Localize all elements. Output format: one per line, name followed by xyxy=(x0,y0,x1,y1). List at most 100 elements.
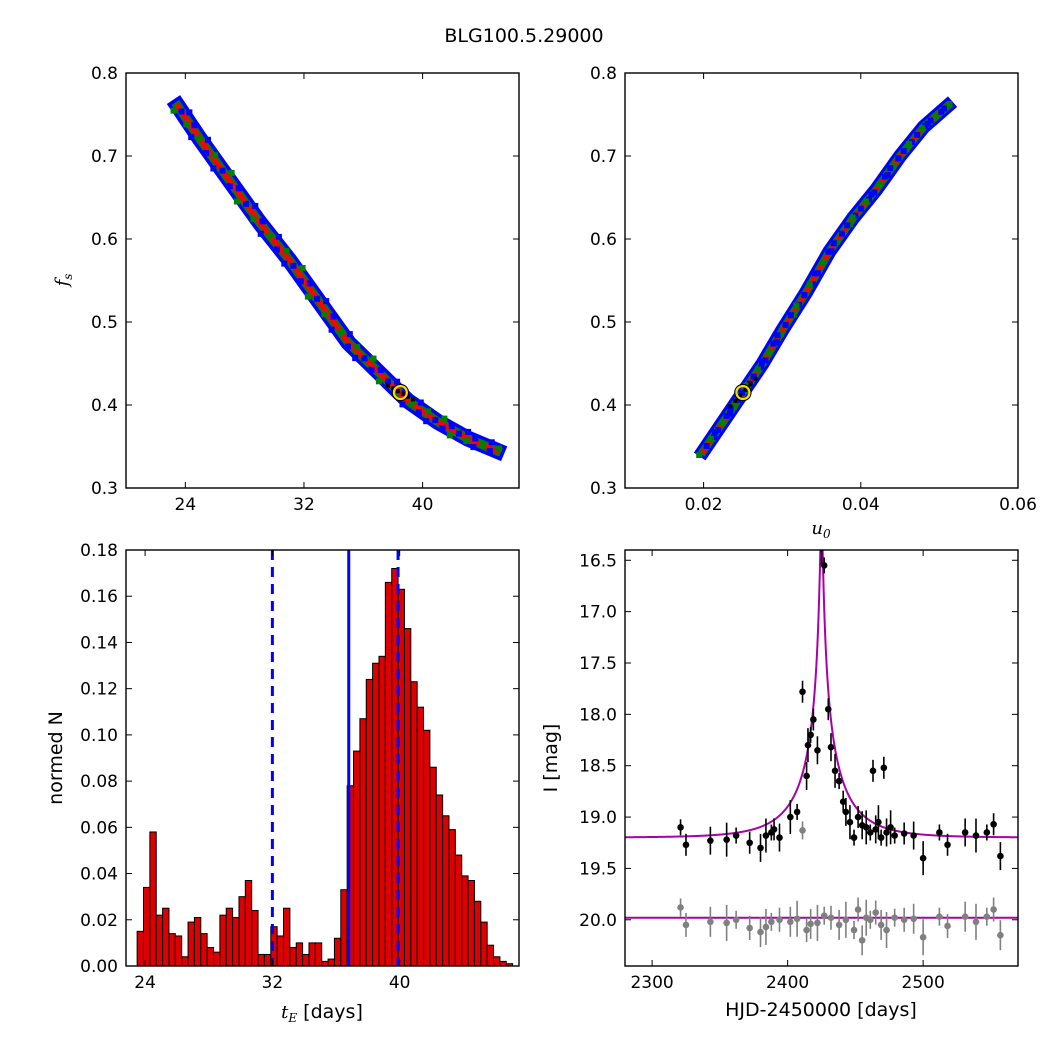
data-point-47 xyxy=(972,832,980,839)
p1-xtick-label-2: 40 xyxy=(412,495,434,515)
p1-cell-7 xyxy=(205,136,211,143)
histogram-bar-31 xyxy=(333,937,342,967)
residual-point-32 xyxy=(936,913,943,920)
data-point-44 xyxy=(936,829,943,836)
p2-xtick-label-0: 0.02 xyxy=(685,495,723,515)
data-point-11 xyxy=(787,813,794,821)
data-point-2 xyxy=(707,837,714,844)
data-point-6 xyxy=(757,844,764,852)
p1-cell-40 xyxy=(352,355,359,362)
p1-core-2 xyxy=(395,389,400,394)
p2-cell-22 xyxy=(773,339,780,346)
p2-core-2 xyxy=(738,393,743,398)
histogram-bar-56 xyxy=(493,956,501,967)
p2-cell-18 xyxy=(754,366,761,373)
p1-cell-2 xyxy=(186,109,193,116)
p1-cell-57 xyxy=(441,415,448,422)
data-point-41 xyxy=(900,830,908,837)
p2-cell-68 xyxy=(938,108,945,115)
histogram-bar-54 xyxy=(480,921,488,967)
p2-cell-60 xyxy=(906,141,912,147)
panel-fs-vs-te-ylabel: fs xyxy=(52,274,75,289)
p2-cell-41 xyxy=(839,230,845,237)
histogram-bar-40 xyxy=(391,567,399,967)
p1-ytick-label-2: 0.5 xyxy=(91,313,118,333)
histogram-bar-30 xyxy=(327,958,335,967)
p2-cell-67 xyxy=(941,105,948,112)
p1-cell-54 xyxy=(425,408,431,415)
p1-best-fit-marker xyxy=(392,384,408,401)
data-point-25 xyxy=(839,798,847,805)
residual-point-11 xyxy=(793,915,801,923)
p1-cell-58 xyxy=(439,424,446,431)
data-point-7 xyxy=(762,832,770,839)
histogram-bar-0 xyxy=(136,930,144,967)
p1-xtick-label-0: 24 xyxy=(175,495,197,515)
p2-ytick-label-3: 0.6 xyxy=(590,230,617,250)
p4-xtick-label-2: 2500 xyxy=(902,973,945,993)
panel-light-curve-ylabel: I [mag] xyxy=(540,724,562,793)
p2-cell-1 xyxy=(703,443,710,449)
p1-cell-15 xyxy=(234,198,240,205)
data-point-24 xyxy=(835,777,843,785)
data-point-38 xyxy=(883,829,890,836)
p1-ytick-label-4: 0.7 xyxy=(91,147,118,167)
p2-xtick-label-1: 0.04 xyxy=(842,495,880,515)
histogram-bar-49 xyxy=(448,829,456,967)
data-point-45 xyxy=(944,841,951,849)
p2-cell-33 xyxy=(806,281,813,288)
p2-cell-61 xyxy=(914,131,921,138)
p1-cell-33 xyxy=(321,311,328,318)
p4-ytick-label-2: 17.5 xyxy=(579,654,617,674)
p1-cell-60 xyxy=(446,432,453,439)
p1-cell-39 xyxy=(354,343,361,350)
p1-contour-mid xyxy=(171,99,503,457)
p2-cell-20 xyxy=(758,358,765,365)
p4-ytick-label-6: 19.5 xyxy=(579,859,617,879)
p2-cell-65 xyxy=(924,120,931,127)
data-point-49 xyxy=(990,820,997,828)
histogram-bar-15 xyxy=(232,916,240,967)
p1-cell-5 xyxy=(188,134,195,141)
p2-cell-16 xyxy=(750,373,757,380)
p2-cell-30 xyxy=(793,302,800,309)
p4-ytick-label-7: 20.0 xyxy=(579,911,617,931)
p4-ytick-label-1: 17.0 xyxy=(579,603,617,623)
panel-light-curve: 2300 2400 2500 16.5 17.0 17.5 18.0 18.5 19.0 19.5… xyxy=(540,549,1019,1021)
p1-cell-38 xyxy=(345,343,351,350)
histogram-bar-24 xyxy=(289,947,297,967)
data-point-34 xyxy=(872,826,880,833)
p1-cell-48 xyxy=(392,389,399,396)
p2-core-5 xyxy=(753,376,758,381)
histogram-bar-39 xyxy=(384,581,393,967)
p1-cell-35 xyxy=(328,326,335,333)
residual-point-6 xyxy=(757,928,764,936)
panel-te-histogram-frame xyxy=(125,549,520,967)
p1-core-5 xyxy=(410,397,415,402)
panel-fs-vs-u0-heatmap xyxy=(693,96,958,461)
p1-cell-62 xyxy=(465,428,472,435)
p1-cell-43 xyxy=(368,366,375,373)
p2-cell-55 xyxy=(887,165,894,172)
data-point-9 xyxy=(770,826,778,833)
p1-ytick-label-5: 0.8 xyxy=(91,64,118,84)
p1-cell-23 xyxy=(274,246,280,253)
p1-cell-41 xyxy=(361,355,368,362)
histogram-bar-11 xyxy=(206,947,215,967)
p2-cell-51 xyxy=(876,181,883,188)
p1-cell-63 xyxy=(463,437,470,444)
p1-cell-37 xyxy=(346,331,353,338)
p1-ytick-label-0: 0.3 xyxy=(91,479,118,499)
p1-cell-24 xyxy=(283,248,290,255)
residual-point-37 xyxy=(990,906,997,913)
residual-point-21 xyxy=(854,906,862,913)
histogram-bar-37 xyxy=(372,662,380,967)
p2-best-fit-ring xyxy=(734,383,752,402)
p1-cell-26 xyxy=(290,262,297,269)
p2-cell-58 xyxy=(900,148,907,154)
data-point-10 xyxy=(776,834,783,841)
residual-point-4 xyxy=(732,916,740,924)
p1-core-0 xyxy=(385,383,390,388)
p2-cell-45 xyxy=(849,214,856,221)
p2-cell-3 xyxy=(707,436,714,442)
